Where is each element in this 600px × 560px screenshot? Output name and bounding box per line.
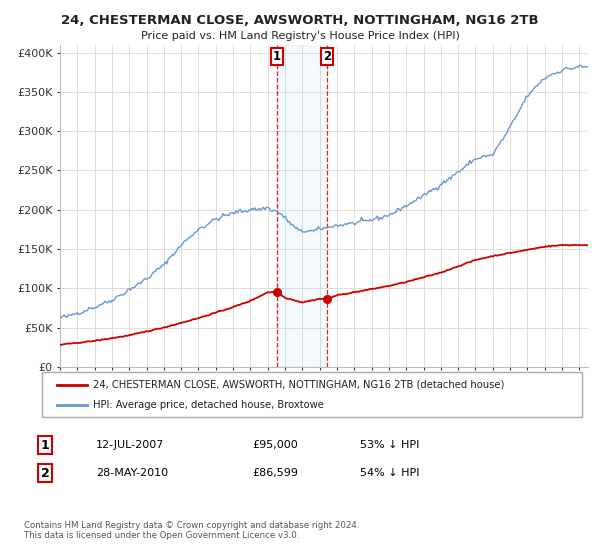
- Text: 1: 1: [273, 50, 281, 63]
- Text: Price paid vs. HM Land Registry's House Price Index (HPI): Price paid vs. HM Land Registry's House …: [140, 31, 460, 41]
- Text: 28-MAY-2010: 28-MAY-2010: [96, 468, 168, 478]
- Text: 1: 1: [41, 438, 49, 452]
- Text: 24, CHESTERMAN CLOSE, AWSWORTH, NOTTINGHAM, NG16 2TB: 24, CHESTERMAN CLOSE, AWSWORTH, NOTTINGH…: [61, 14, 539, 27]
- Text: 54% ↓ HPI: 54% ↓ HPI: [360, 468, 419, 478]
- Text: 24, CHESTERMAN CLOSE, AWSWORTH, NOTTINGHAM, NG16 2TB (detached house): 24, CHESTERMAN CLOSE, AWSWORTH, NOTTINGH…: [93, 380, 505, 390]
- Bar: [277, 45, 327, 367]
- Text: HPI: Average price, detached house, Broxtowe: HPI: Average price, detached house, Brox…: [93, 400, 324, 410]
- Text: 2: 2: [41, 466, 49, 480]
- Text: 2: 2: [323, 50, 331, 63]
- Text: £86,599: £86,599: [252, 468, 298, 478]
- Text: 12-JUL-2007: 12-JUL-2007: [96, 440, 164, 450]
- Text: 53% ↓ HPI: 53% ↓ HPI: [360, 440, 419, 450]
- Text: £95,000: £95,000: [252, 440, 298, 450]
- Text: Contains HM Land Registry data © Crown copyright and database right 2024.
This d: Contains HM Land Registry data © Crown c…: [24, 521, 359, 540]
